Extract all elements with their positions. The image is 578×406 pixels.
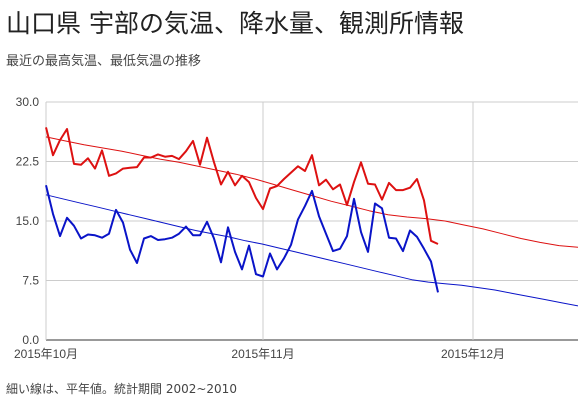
series-line-daily-low [45, 185, 439, 293]
x-tick-label: 2015年11月 [231, 347, 294, 361]
x-tick-labels: 2015年10月 2015年11月 2015年12月 [14, 347, 505, 361]
y-tick-label: 15.0 [16, 214, 40, 228]
series-line-normal-low [45, 194, 578, 307]
x-tick-label: 2015年12月 [441, 347, 505, 361]
series-layer [45, 127, 578, 307]
chart-subtitle: 最近の最高気温、最低気温の推移 [6, 54, 202, 69]
y-tick-label: 7.5 [22, 274, 39, 288]
temperature-chart: 0.07.515.022.530.0 2015年10月 2015年11月 2015年… [14, 95, 578, 361]
grid-layer [45, 101, 578, 341]
y-tick-label: 22.5 [16, 155, 40, 169]
page-title: 山口県 宇部の気温、降水量、観測所情報 [6, 9, 464, 38]
normal-value-footnote: 細い線は、平年値。統計期間 2002~2010 [6, 382, 237, 396]
series-line-daily-high [45, 127, 439, 245]
y-tick-label: 0.0 [22, 333, 39, 347]
y-tick-label: 30.0 [16, 95, 40, 109]
series-line-normal-high [45, 136, 578, 248]
y-tick-labels: 0.0 7.5 15.0 22.5 30.0 [16, 95, 40, 347]
x-tick-label: 2015年10月 [14, 347, 78, 361]
